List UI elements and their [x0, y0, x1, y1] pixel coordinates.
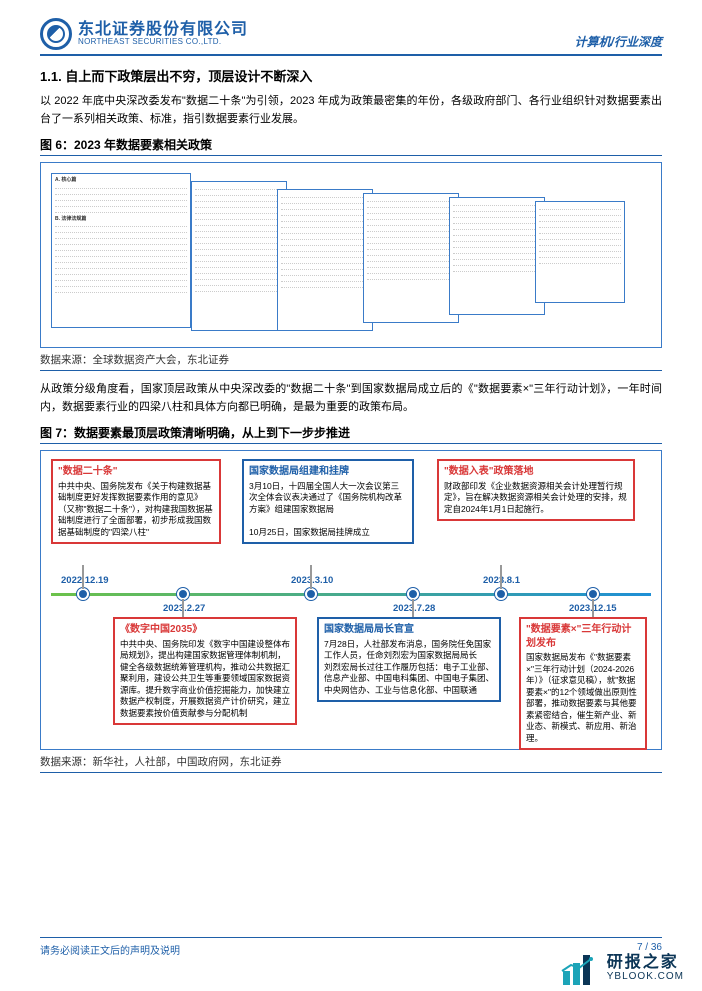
event-title: 国家数据局组建和挂牌	[249, 465, 407, 479]
timeline-dot	[495, 588, 507, 600]
event-body: 财政部印发《企业数据资源相关会计处理暂行规定》，旨在解决数据资源相关会计处理的安…	[444, 481, 628, 515]
report-category: 计算机/行业深度	[575, 33, 662, 50]
timeline-event: 国家数据局局长官宣 7月28日，人社部发布消息，国务院任免国家工作人员，任命刘烈…	[317, 617, 501, 702]
figure-6-source: 数据来源：全球数据资产大会，东北证券	[40, 352, 662, 371]
timeline-event: 国家数据局组建和挂牌 3月10日，十四届全国人大一次会议第三次全体会议表决通过了…	[242, 459, 414, 544]
event-body: 7月28日，人社部发布消息，国务院任免国家工作人员，任命刘烈宏为国家数据局局长 …	[324, 639, 494, 696]
timeline-date: 2023.3.10	[291, 575, 333, 586]
event-title: "数据入表"政策落地	[444, 465, 628, 479]
timeline-dot	[77, 588, 89, 600]
event-body: 国家数据局发布《"数据要素×"三年行动计划（2024-2026年）》（征求意见稿…	[526, 652, 640, 744]
watermark-icon	[559, 951, 601, 985]
timeline-date: 2023.7.28	[393, 603, 435, 614]
figure-6-frame: A. 核心篇 B. 法律法规篇	[40, 162, 662, 348]
figure-6-title: 图 6：2023 年数据要素相关政策	[40, 136, 662, 156]
watermark: 研报之家 YBLOOK.COM	[559, 951, 684, 985]
event-title: "数据要素×"三年行动计划发布	[526, 623, 640, 650]
timeline-event: 《数字中国2035》 中共中央、国务院印发《数字中国建设整体布局规划》，提出构建…	[113, 617, 297, 725]
company-logo: 东北证券股份有限公司 NORTHEAST SECURITIES CO.,LTD.	[40, 18, 248, 50]
page-header: 东北证券股份有限公司 NORTHEAST SECURITIES CO.,LTD.…	[40, 18, 662, 56]
paragraph-1: 以 2022 年底中央深改委发布"数据二十条"为引领，2023 年成为政策最密集…	[40, 93, 662, 128]
timeline-dot	[305, 588, 317, 600]
event-body: 中共中央、国务院印发《数字中国建设整体布局规划》，提出构建国家数据管理体制机制，…	[120, 639, 290, 719]
timeline: 2022.12.19 2023.3.10 2023.8.1 2023.2.27 …	[47, 459, 655, 739]
section-title-text: 自上而下政策层出不穷，顶层设计不断深入	[65, 69, 312, 84]
timeline-event: "数据二十条" 中共中央、国务院发布《关于构建数据基础制度更好发挥数据要素作用的…	[51, 459, 221, 544]
company-name-cn: 东北证券股份有限公司	[78, 21, 248, 39]
timeline-event: "数据要素×"三年行动计划发布 国家数据局发布《"数据要素×"三年行动计划（20…	[519, 617, 647, 750]
event-title: 《数字中国2035》	[120, 623, 290, 637]
timeline-event: "数据入表"政策落地 财政部印发《企业数据资源相关会计处理暂行规定》，旨在解决数…	[437, 459, 635, 521]
timeline-date: 2022.12.19	[61, 575, 109, 586]
company-name-en: NORTHEAST SECURITIES CO.,LTD.	[78, 38, 248, 47]
disclaimer-text: 请务必阅读正文后的声明及说明	[40, 942, 180, 957]
timeline-date: 2023.2.27	[163, 603, 205, 614]
figure-7-frame: 2022.12.19 2023.3.10 2023.8.1 2023.2.27 …	[40, 450, 662, 750]
event-body: 3月10日，十四届全国人大一次会议第三次全体会议表决通过了《国务院机构改革方案》…	[249, 481, 407, 538]
paragraph-2: 从政策分级角度看，国家顶层政策从中央深改委的"数据二十条"到国家数据局成立后的《…	[40, 381, 662, 416]
section-number: 1.1.	[40, 69, 62, 84]
figure-7-title: 图 7：数据要素最顶层政策清晰明确，从上到下一步步推进	[40, 424, 662, 444]
section-heading: 1.1. 自上而下政策层出不穷，顶层设计不断深入	[40, 66, 662, 85]
event-body: 中共中央、国务院发布《关于构建数据基础制度更好发挥数据要素作用的意见》（又称"数…	[58, 481, 214, 538]
watermark-en: YBLOOK.COM	[607, 971, 684, 982]
watermark-cn: 研报之家	[607, 954, 684, 972]
event-title: 国家数据局局长官宣	[324, 623, 494, 637]
figure-7-source: 数据来源：新华社，人社部，中国政府网，东北证券	[40, 754, 662, 773]
event-title: "数据二十条"	[58, 465, 214, 479]
timeline-axis	[51, 593, 651, 596]
logo-icon	[40, 18, 72, 50]
